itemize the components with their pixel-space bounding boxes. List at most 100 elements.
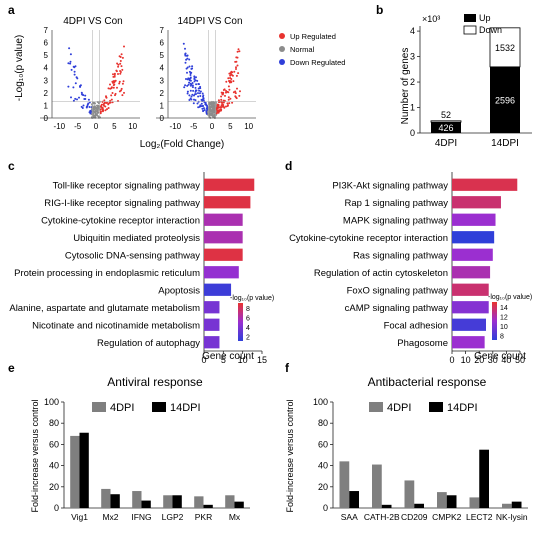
- volcano-point: [229, 97, 232, 100]
- volcano-point: [202, 95, 204, 98]
- legend-normal-label: Normal: [290, 45, 315, 54]
- volcano-point: [187, 83, 190, 86]
- volcano-point: [112, 86, 115, 89]
- pathway-bar: [452, 318, 486, 331]
- volcano-point: [113, 74, 116, 76]
- volcano-point: [203, 101, 206, 103]
- group-ytick: 100: [44, 397, 59, 407]
- volcano-point: [110, 87, 113, 90]
- volcano-point: [194, 79, 197, 82]
- volcano-point: [189, 72, 192, 75]
- bar-4dpi: [502, 503, 512, 508]
- pathway-label: Cytokine-cytokine receptor interaction: [289, 233, 448, 244]
- colorbar-tick: 6: [246, 315, 250, 322]
- pathway-label: cAMP signaling pathway: [345, 303, 449, 314]
- volcano-point: [191, 67, 194, 70]
- volcano-point: [68, 47, 71, 50]
- volcano-point: [235, 56, 238, 59]
- colorbar-tick: 4: [246, 325, 250, 332]
- volcano-point: [87, 98, 90, 101]
- volcano-point: [96, 110, 99, 113]
- legend-14dpi-text: 14DPI: [447, 402, 478, 414]
- volcano-point: [220, 91, 223, 94]
- volcano-ylabel: -Log₁₀(p value): [14, 35, 25, 101]
- volcano-point: [109, 99, 112, 102]
- volcano-point: [203, 107, 205, 110]
- group-xtick: Mx: [229, 512, 241, 522]
- antibacterial-panel: Antibacterial response Fold-increase ver…: [285, 375, 528, 522]
- volcano-point: [76, 98, 78, 101]
- panel-label-b: b: [376, 3, 383, 17]
- volcano-point: [184, 54, 187, 57]
- volcano-ytick: 2: [44, 89, 49, 98]
- hbar-xtick: 10: [461, 355, 471, 365]
- pathway-label: Protein processing in endoplasmic reticu…: [14, 268, 200, 279]
- volcano-point: [206, 108, 209, 111]
- volcano-point: [227, 96, 230, 99]
- volcano-xtick: -10: [54, 122, 66, 131]
- bar-14dpi: [110, 494, 120, 508]
- volcano-point: [220, 98, 223, 101]
- volcano-point: [185, 67, 188, 70]
- hbar-xtick: 30: [488, 355, 498, 365]
- antiviral-legend: 4DPI 14DPI: [92, 402, 201, 414]
- volcano-point: [115, 69, 118, 72]
- volcano-point: [107, 102, 110, 105]
- volcano-point: [197, 95, 200, 98]
- volcano-point: [190, 83, 193, 86]
- volcano-point: [216, 110, 219, 113]
- volcano-point: [232, 91, 235, 94]
- gene-count-xtick: 14DPI: [491, 138, 519, 149]
- volcano-point: [103, 99, 106, 102]
- bar-up: [431, 122, 461, 133]
- pathway-bar: [204, 231, 243, 244]
- volcano-xtick: 10: [128, 122, 137, 131]
- volcano-point: [236, 87, 238, 90]
- volcano-point: [198, 92, 201, 95]
- volcano-ytick: 4: [44, 64, 49, 73]
- volcano-ytick: 6: [160, 39, 165, 48]
- volcano-point: [228, 80, 230, 82]
- pathway-bar: [452, 196, 501, 209]
- gene-count-scale: ×10³: [422, 14, 440, 24]
- antiviral-panel: Antiviral response Fold-increase versus …: [30, 375, 250, 522]
- volcano-point: [188, 94, 191, 97]
- pathway-bar: [204, 301, 220, 314]
- volcano-point: [199, 95, 202, 97]
- pathway-label: Alanine, aspartate and glutamate metabol…: [9, 303, 200, 314]
- pathway-label: Regulation of autophagy: [97, 338, 200, 349]
- volcano-point: [121, 82, 124, 85]
- volcano-point: [235, 74, 238, 77]
- volcano-point: [190, 95, 193, 98]
- hbar-xtick: 0: [449, 355, 454, 365]
- volcano-point: [188, 81, 191, 84]
- bar-14dpi: [446, 495, 457, 508]
- pathway-bar: [452, 231, 495, 244]
- volcano-point: [93, 111, 96, 114]
- volcano-point: [123, 91, 125, 94]
- volcano-point: [74, 97, 77, 100]
- gene-count-ytick: 4: [410, 26, 415, 36]
- volcano-ytick: 1: [160, 101, 165, 110]
- volcano-point: [217, 101, 220, 103]
- bar-up: [490, 66, 520, 133]
- volcano-point: [198, 105, 201, 108]
- volcano-point: [110, 98, 113, 101]
- group-ytick: 40: [49, 461, 59, 471]
- volcano-point: [237, 72, 240, 75]
- volcano-point: [74, 65, 77, 68]
- volcano-point: [222, 101, 225, 104]
- volcano-point: [194, 93, 196, 96]
- volcano-point: [105, 96, 108, 99]
- enrichment-panel-d: PI3K-Akt signaling pathway Rap 1 signalin…: [289, 172, 532, 365]
- gene-count-legend: Up Down: [463, 13, 502, 35]
- volcano-point: [199, 90, 202, 93]
- volcano-point: [192, 102, 195, 105]
- gene-count-ytick: 3: [410, 52, 415, 62]
- volcano-point: [231, 101, 234, 104]
- volcano-point: [198, 83, 200, 86]
- volcano-point: [186, 84, 189, 87]
- hbar-xtick: 50: [515, 355, 525, 365]
- volcano-point: [117, 63, 120, 66]
- volcano-point: [195, 76, 197, 79]
